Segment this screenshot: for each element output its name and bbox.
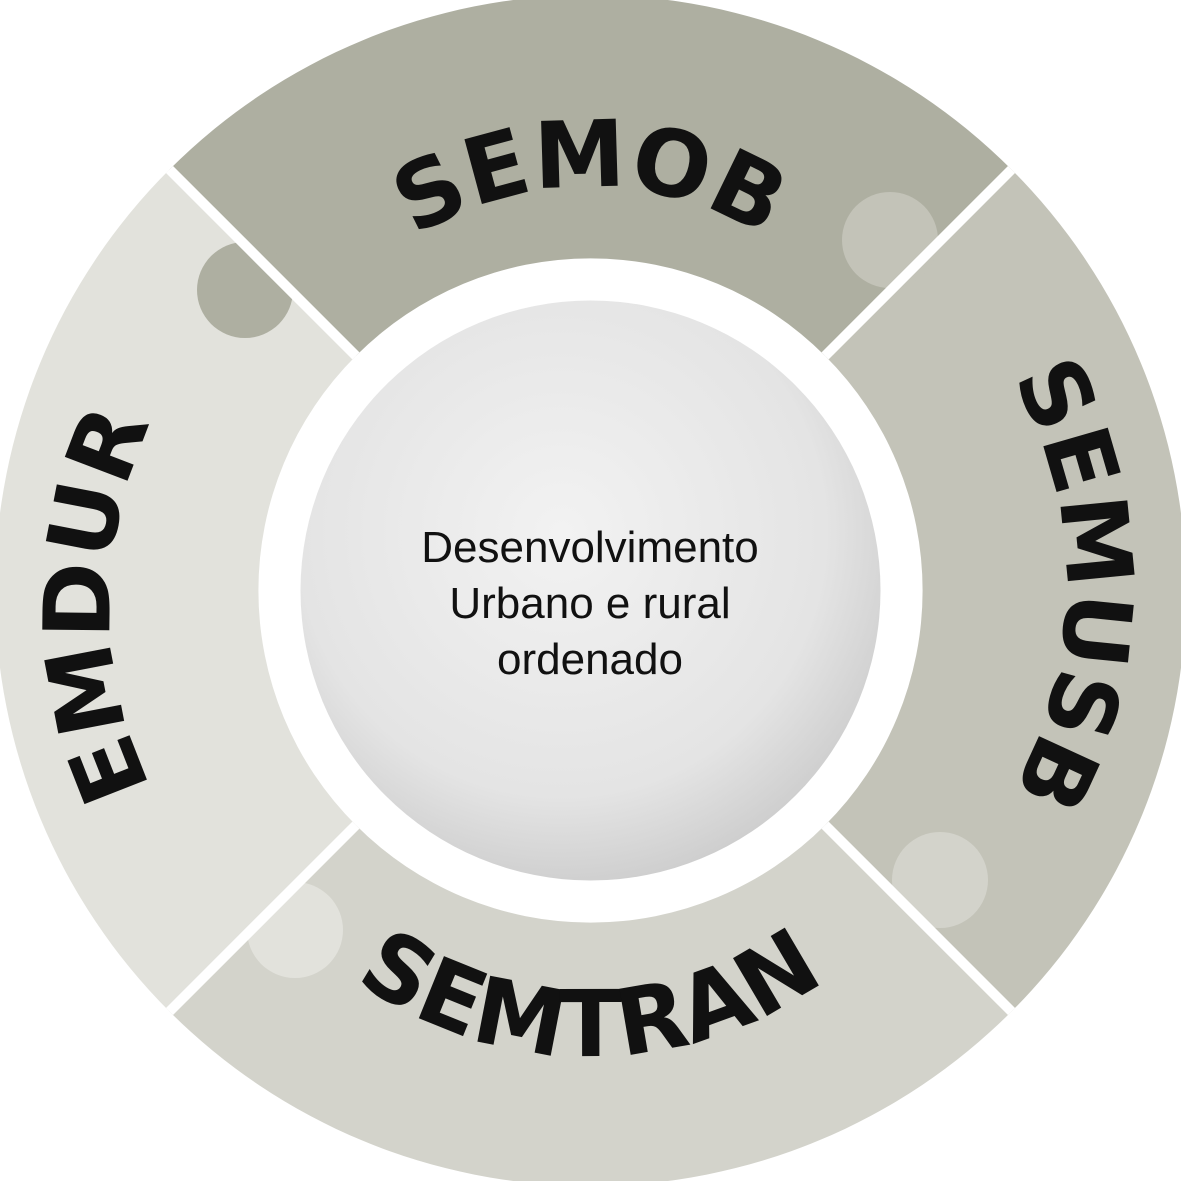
puzzle-knob-top-right (842, 192, 938, 288)
segment-semob (169, 0, 1012, 356)
puzzle-knob-bottom-right (892, 832, 988, 928)
center-disc (300, 300, 881, 881)
center-caption: Desenvolvimento Urbano e rural ordenado (340, 520, 840, 688)
segment-semtran (169, 825, 1012, 1181)
center-line-1: Desenvolvimento (421, 523, 759, 572)
puzzle-knob-top-left (197, 242, 293, 338)
segment-emdur (0, 169, 356, 1012)
segment-dividers (165, 165, 1016, 1016)
center-line-3: ordenado (497, 635, 683, 684)
puzzle-knob-bottom-left (247, 882, 343, 978)
segment-semusb (825, 169, 1181, 1012)
center-line-2: Urbano e rural (449, 579, 731, 628)
